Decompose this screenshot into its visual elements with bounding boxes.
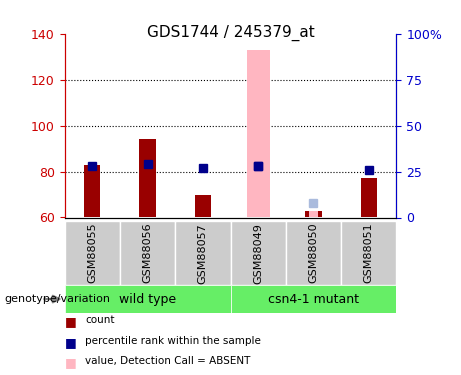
Bar xyxy=(308,211,319,218)
Text: GSM88056: GSM88056 xyxy=(142,223,153,284)
Text: genotype/variation: genotype/variation xyxy=(5,294,111,304)
Text: GSM88050: GSM88050 xyxy=(308,223,319,284)
Text: ■: ■ xyxy=(65,336,76,349)
Text: GSM88055: GSM88055 xyxy=(87,223,97,284)
Text: csn4-1 mutant: csn4-1 mutant xyxy=(268,292,359,306)
Bar xyxy=(286,221,341,285)
Bar xyxy=(361,178,377,218)
Bar xyxy=(65,285,230,313)
Bar xyxy=(175,221,230,285)
Bar xyxy=(195,195,211,217)
Text: GSM88051: GSM88051 xyxy=(364,223,374,284)
Bar xyxy=(84,165,100,218)
Text: count: count xyxy=(85,315,115,325)
Text: ■: ■ xyxy=(65,315,76,328)
Bar xyxy=(120,221,175,285)
Bar xyxy=(139,140,156,218)
Bar xyxy=(305,211,322,218)
Text: value, Detection Call = ABSENT: value, Detection Call = ABSENT xyxy=(85,356,251,366)
Bar xyxy=(65,221,120,285)
Text: GDS1744 / 245379_at: GDS1744 / 245379_at xyxy=(147,24,314,40)
Text: percentile rank within the sample: percentile rank within the sample xyxy=(85,336,261,346)
Bar xyxy=(230,221,286,285)
Bar xyxy=(247,50,270,217)
Text: wild type: wild type xyxy=(119,292,176,306)
Bar xyxy=(230,285,396,313)
Text: ■: ■ xyxy=(65,356,76,369)
Text: GSM88049: GSM88049 xyxy=(253,223,263,284)
Bar xyxy=(341,221,396,285)
Text: GSM88057: GSM88057 xyxy=(198,223,208,284)
